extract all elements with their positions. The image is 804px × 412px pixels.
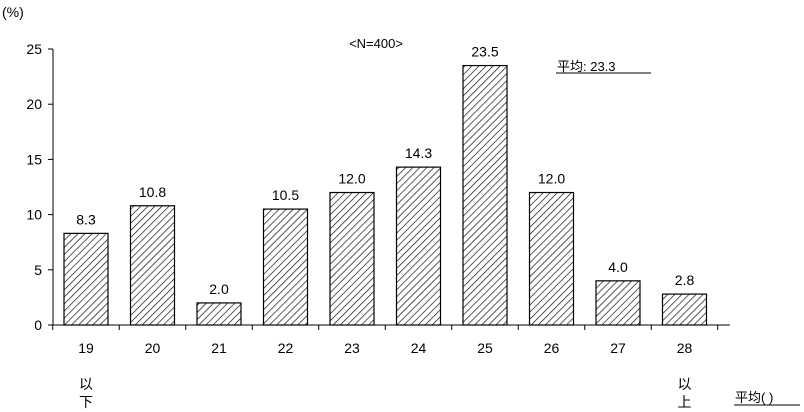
- y-tick-label: 15: [26, 151, 42, 167]
- data-label-22: 10.5: [272, 187, 299, 203]
- x-tick-label-24: 24: [411, 340, 427, 356]
- bar-26: [528, 191, 575, 326]
- y-tick-label: 5: [34, 262, 42, 278]
- x-axis-end-label: 平均( ): [735, 390, 773, 405]
- data-label-20: 10.8: [139, 184, 166, 200]
- y-axis: 0 5 10 15 20 25: [26, 41, 54, 333]
- x-category-suffix-char: 下: [79, 394, 93, 410]
- data-label-28: 2.8: [675, 272, 695, 288]
- bar-24: [395, 166, 442, 326]
- bar-27: [595, 280, 641, 326]
- x-tick-label-27: 27: [610, 340, 626, 356]
- x-category-suffix-char: 以: [678, 376, 692, 392]
- sample-size-label: <N=400>: [349, 36, 403, 51]
- y-tick-label: 20: [26, 96, 42, 112]
- x-tick-label-25: 25: [477, 340, 493, 356]
- data-labels: 8.3 10.8 2.0 10.5 12.0 14.3 23.5 12.0 4.0 2.8: [76, 44, 694, 297]
- x-tick-label-26: 26: [544, 340, 560, 356]
- data-label-24: 14.3: [405, 145, 432, 161]
- bar-19: [63, 232, 109, 326]
- bar-20: [129, 205, 176, 326]
- x-tick-label-21: 21: [211, 340, 227, 356]
- x-axis: [52, 324, 730, 330]
- data-label-26: 12.0: [538, 171, 565, 187]
- x-tick-label-22: 22: [278, 340, 294, 356]
- x-tick-label-28: 28: [677, 340, 693, 356]
- data-label-27: 4.0: [608, 259, 628, 275]
- x-tick-label-19: 19: [78, 340, 94, 356]
- y-tick-label: 10: [26, 207, 42, 223]
- bar-25: [462, 64, 508, 326]
- x-tick-label-23: 23: [344, 340, 360, 356]
- data-label-23: 12.0: [338, 171, 365, 187]
- bar-23: [329, 191, 375, 326]
- average-label: 平均: 23.3: [557, 59, 616, 74]
- bar-21: [196, 302, 242, 326]
- data-label-19: 8.3: [76, 211, 96, 227]
- y-tick-label: 0: [34, 317, 42, 333]
- x-category-suffix-char: 上: [678, 394, 692, 410]
- bar-28: [661, 293, 708, 326]
- x-tick-labels: 19 20 21 22 23 24 25 26 27 28: [78, 340, 692, 356]
- y-unit-label: (%): [2, 4, 24, 20]
- data-label-21: 2.0: [209, 281, 229, 297]
- bar-22: [262, 208, 309, 326]
- x-category-suffix-char: 以: [79, 376, 93, 392]
- y-tick-label: 25: [26, 41, 42, 57]
- data-label-25: 23.5: [471, 44, 498, 60]
- x-tick-label-20: 20: [145, 340, 161, 356]
- bars: [63, 64, 708, 326]
